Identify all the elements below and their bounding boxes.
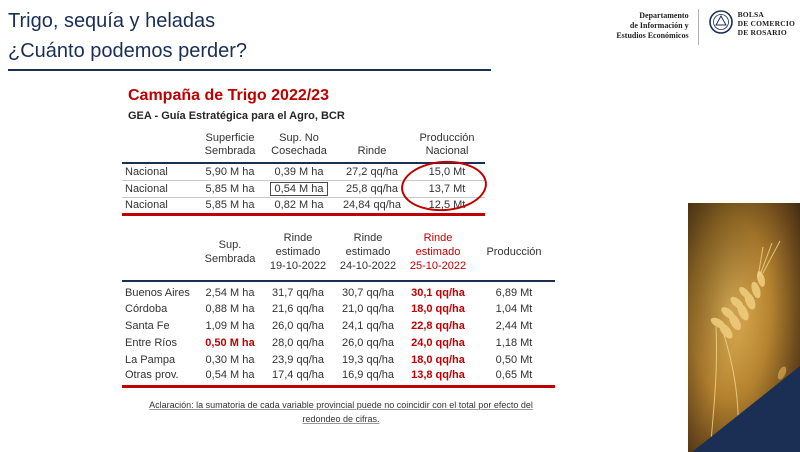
cell-rinde-24: 19,3 qq/ha bbox=[342, 353, 394, 366]
dept-logo-line2: de Información y bbox=[629, 21, 689, 30]
header-rinde-25-10: Rinde estimado 25-10-2022 bbox=[403, 228, 473, 282]
cell-rinde-19: 17,4 qq/ha bbox=[263, 368, 333, 388]
cell-rinde-24: 16,9 qq/ha bbox=[333, 368, 403, 388]
table-header-row: Sup. Sembrada Rinde estimado 19-10-2022 … bbox=[122, 228, 555, 282]
row-label: Córdoba bbox=[125, 302, 168, 315]
header-rinde-19-10: Rinde estimado 19-10-2022 bbox=[263, 228, 333, 282]
cell-sembrada: 0,88 M ha bbox=[205, 302, 255, 315]
cell-rinde-24: 30,7 qq/ha bbox=[342, 287, 394, 299]
table-row: La Pampa 0,30 M ha 23,9 qq/ha 19,3 qq/ha… bbox=[122, 351, 555, 368]
section-subheading: GEA - Guía Estratégica para el Agro, BCR bbox=[128, 110, 345, 122]
cell-rinde: 27,2 qq/ha bbox=[335, 163, 409, 181]
cell-produccion: 15,0 Mt bbox=[409, 163, 485, 181]
slide-title-line2: ¿Cuánto podemos perder? bbox=[8, 40, 248, 62]
cell-produccion: 0,65 Mt bbox=[473, 368, 555, 388]
header-rinde: Rinde bbox=[335, 130, 409, 164]
row-label: Entre Ríos bbox=[125, 336, 177, 349]
row-label: Buenos Aires bbox=[125, 287, 190, 299]
province-detail-table: Sup. Sembrada Rinde estimado 19-10-2022 … bbox=[122, 228, 555, 388]
header-produccion-nacional: Producción Nacional bbox=[409, 130, 485, 164]
cell-rinde-25: 30,1 qq/ha bbox=[411, 287, 465, 299]
cell-rinde-19: 26,0 qq/ha bbox=[272, 319, 324, 332]
table-row: Córdoba 0,88 M ha 21,6 qq/ha 21,0 qq/ha … bbox=[122, 300, 555, 317]
cell-produccion: 2,44 Mt bbox=[495, 319, 533, 332]
cell-no-cosechada-highlighted: 0,54 M ha bbox=[263, 180, 335, 198]
row-label: Otras prov. bbox=[122, 368, 197, 388]
cell-rinde-19: 23,9 qq/ha bbox=[272, 353, 324, 366]
cell-sembrada: 2,54 M ha bbox=[205, 287, 255, 299]
bcr-logo-text: BOLSA DE COMERCIO DE ROSARIO bbox=[738, 9, 795, 37]
row-label: Santa Fe bbox=[125, 319, 170, 332]
footnote-line2: redondeo de cifras. bbox=[302, 414, 380, 424]
slide-title: Trigo, sequía y heladas ¿Cuánto podemos … bbox=[8, 6, 247, 66]
cell-rinde: 24,84 qq/ha bbox=[335, 197, 409, 216]
slide-title-line1: Trigo, sequía y heladas bbox=[8, 10, 216, 32]
cell-produccion: 1,18 Mt bbox=[495, 336, 533, 349]
cell-produccion: 1,04 Mt bbox=[495, 302, 533, 315]
header-rinde-24-10: Rinde estimado 24-10-2022 bbox=[333, 228, 403, 282]
cell-no-cosechada: 0,82 M ha bbox=[263, 197, 335, 216]
bcr-logo-line2: DE COMERCIO bbox=[737, 19, 795, 28]
cell-rinde: 25,8 qq/ha bbox=[335, 180, 409, 198]
cell-rinde-25: 24,0 qq/ha bbox=[411, 336, 465, 349]
table-row: Nacional 5,85 M ha 0,82 M ha 24,84 qq/ha… bbox=[122, 197, 485, 216]
header-sup-no-cosechada: Sup. No Cosechada bbox=[263, 130, 335, 164]
section-heading: Campaña de Trigo 2022/23 bbox=[128, 87, 329, 104]
dept-logo-line1: Departamento bbox=[639, 11, 689, 20]
footnote: Aclaración: la sumatoria de cada variabl… bbox=[120, 398, 562, 426]
table-row: Buenos Aires 2,54 M ha 31,7 qq/ha 30,7 q… bbox=[122, 281, 555, 300]
cell-rinde-19: 31,7 qq/ha bbox=[272, 287, 324, 299]
table-row: Nacional 5,85 M ha 0,54 M ha 25,8 qq/ha … bbox=[122, 180, 485, 198]
cell-rinde-24: 21,0 qq/ha bbox=[342, 302, 394, 315]
table-row: Entre Ríos 0,50 M ha 28,0 qq/ha 26,0 qq/… bbox=[122, 334, 555, 351]
dept-logo-line3: Estudios Económicos bbox=[616, 31, 689, 40]
table-row: Otras prov. 0,54 M ha 17,4 qq/ha 16,9 qq… bbox=[122, 368, 555, 388]
highlight-box: 0,54 M ha bbox=[269, 181, 329, 196]
cell-superficie: 5,85 M ha bbox=[197, 180, 263, 198]
table-row: Nacional 5,90 M ha 0,39 M ha 27,2 qq/ha … bbox=[122, 163, 485, 181]
row-label: Nacional bbox=[122, 163, 197, 181]
cell-rinde-25: 18,0 qq/ha bbox=[411, 353, 465, 366]
cell-produccion: 6,89 Mt bbox=[495, 287, 533, 299]
wheat-photo bbox=[688, 203, 800, 452]
cell-rinde-19: 21,6 qq/ha bbox=[272, 302, 324, 315]
header-empty bbox=[122, 228, 197, 282]
row-label: Nacional bbox=[122, 197, 197, 216]
cell-superficie: 5,85 M ha bbox=[197, 197, 263, 216]
cell-rinde-24: 24,1 qq/ha bbox=[342, 319, 394, 332]
header-empty bbox=[122, 130, 197, 164]
national-summary-table: Superficie Sembrada Sup. No Cosechada Ri… bbox=[122, 130, 485, 216]
cell-no-cosechada: 0,39 M ha bbox=[263, 163, 335, 181]
cell-sembrada: 0,30 M ha bbox=[205, 353, 255, 366]
cell-sembrada: 0,54 M ha bbox=[197, 368, 263, 388]
bcr-logo-block: BOLSA DE COMERCIO DE ROSARIO bbox=[708, 7, 795, 37]
cell-sembrada: 1,09 M ha bbox=[205, 319, 255, 332]
bcr-logo-line3: DE ROSARIO bbox=[737, 28, 787, 37]
footnote-line1: Aclaración: la sumatoria de cada variabl… bbox=[149, 400, 533, 410]
title-underline-rule bbox=[8, 69, 491, 71]
header-logos: Departamento de Información y Estudios E… bbox=[616, 7, 795, 45]
table-row: Santa Fe 1,09 M ha 26,0 qq/ha 24,1 qq/ha… bbox=[122, 317, 555, 334]
cell-produccion: 13,7 Mt bbox=[409, 180, 485, 198]
row-label: Nacional bbox=[122, 180, 197, 198]
logo-divider bbox=[697, 9, 699, 45]
cell-produccion: 0,50 Mt bbox=[495, 353, 533, 366]
cell-rinde-19: 28,0 qq/ha bbox=[272, 336, 324, 349]
cell-rinde-25: 18,0 qq/ha bbox=[411, 302, 465, 315]
row-label: La Pampa bbox=[125, 353, 176, 366]
cell-rinde-25: 22,8 qq/ha bbox=[411, 319, 465, 332]
header-superficie-sembrada: Superficie Sembrada bbox=[197, 130, 263, 164]
header-produccion: Producción bbox=[473, 228, 555, 282]
cell-superficie: 5,90 M ha bbox=[197, 163, 263, 181]
cell-rinde-25: 13,8 qq/ha bbox=[403, 368, 473, 388]
bcr-logo-icon bbox=[708, 10, 733, 34]
header-sup-sembrada: Sup. Sembrada bbox=[197, 228, 263, 282]
dept-logo-text: Departamento de Información y Estudios E… bbox=[616, 7, 688, 41]
cell-sembrada: 0,50 M ha bbox=[205, 336, 255, 349]
table-header-row: Superficie Sembrada Sup. No Cosechada Ri… bbox=[122, 130, 485, 164]
cell-rinde-24: 26,0 qq/ha bbox=[342, 336, 394, 349]
cell-produccion: 12,5 Mt bbox=[409, 197, 485, 216]
bcr-logo-line1: BOLSA bbox=[737, 10, 765, 19]
